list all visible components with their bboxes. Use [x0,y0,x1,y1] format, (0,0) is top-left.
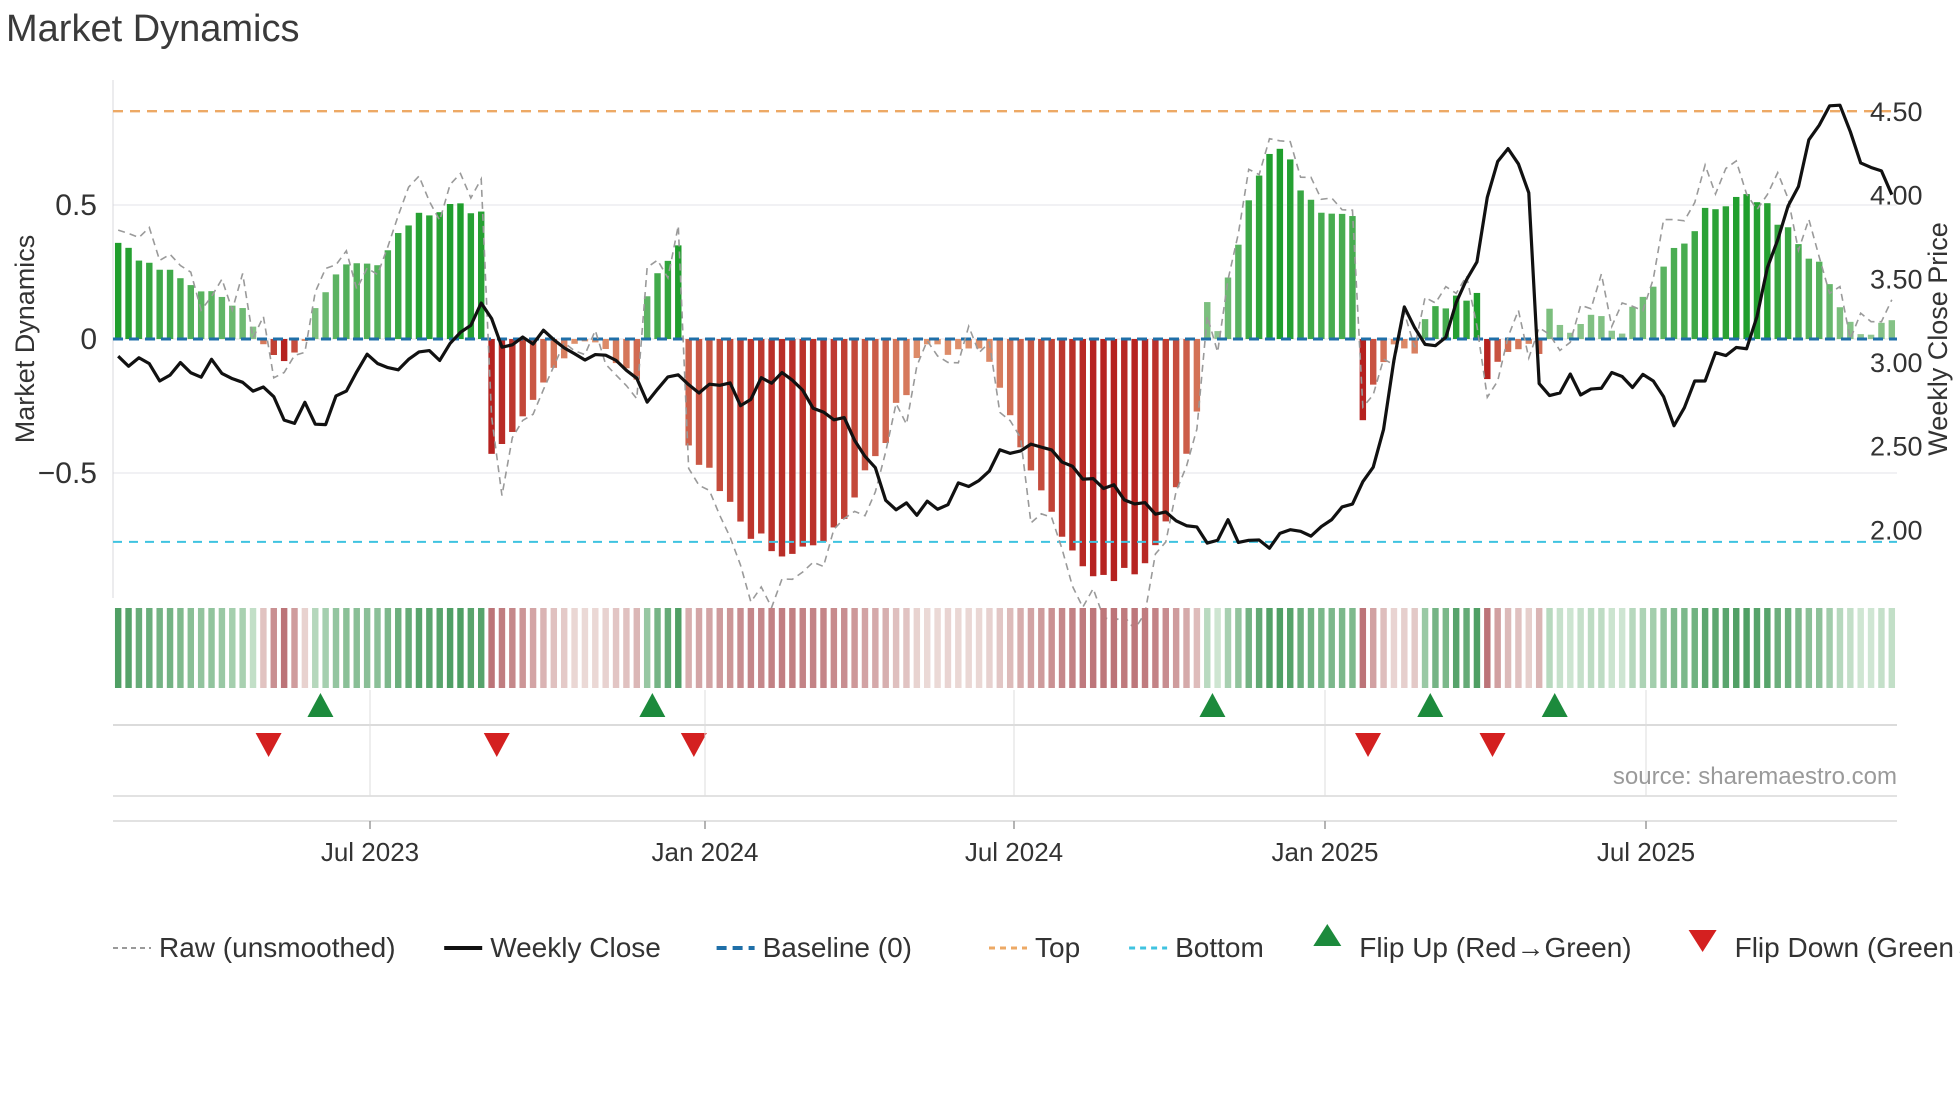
svg-text:Jan 2024: Jan 2024 [652,837,759,867]
svg-text:Raw (unsmoothed): Raw (unsmoothed) [159,932,396,963]
svg-text:0: 0 [80,323,97,356]
svg-text:Bottom: Bottom [1175,932,1264,963]
svg-text:−0.5: −0.5 [38,457,97,490]
svg-text:Weekly Close Price: Weekly Close Price [1923,222,1953,456]
svg-text:Baseline (0): Baseline (0) [763,932,912,963]
svg-text:2.00: 2.00 [1870,515,1923,545]
svg-text:source: sharemaestro.com: source: sharemaestro.com [1613,763,1897,790]
svg-text:Jul 2025: Jul 2025 [1597,837,1695,867]
svg-text:3.50: 3.50 [1870,264,1923,294]
svg-text:0.5: 0.5 [55,189,97,222]
svg-text:Weekly Close: Weekly Close [490,932,661,963]
svg-text:3.00: 3.00 [1870,348,1923,378]
svg-text:Top: Top [1035,932,1080,963]
svg-text:Jul 2023: Jul 2023 [321,837,419,867]
svg-text:Market Dynamics: Market Dynamics [10,235,40,444]
svg-text:4.50: 4.50 [1870,97,1923,127]
svg-text:Jan 2025: Jan 2025 [1272,837,1379,867]
svg-text:4.00: 4.00 [1870,181,1923,211]
svg-text:2.50: 2.50 [1870,432,1923,462]
svg-text:Flip Down (Green→Red): Flip Down (Green→Red) [1735,932,1960,963]
svg-text:Jul 2024: Jul 2024 [965,837,1063,867]
svg-text:Flip Up (Red→Green): Flip Up (Red→Green) [1359,932,1631,963]
